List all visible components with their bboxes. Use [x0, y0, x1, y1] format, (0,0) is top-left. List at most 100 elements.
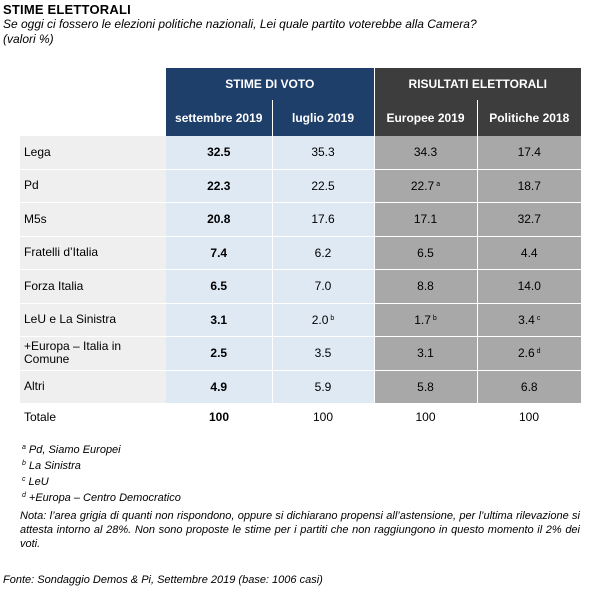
table-row: Pd 22.3 22.5 22.7 a 18.7 — [20, 169, 581, 203]
question-subtitle: Se oggi ci fossero le elezioni politiche… — [3, 17, 477, 31]
table-row: M5s 20.8 17.6 17.1 32.7 — [20, 202, 581, 237]
value-cell: 32.7 — [477, 202, 581, 237]
value-text: 2.5 — [210, 346, 228, 361]
footnote-item: d +Europa – Centro Democratico — [20, 489, 181, 505]
footnote-text: LeU — [28, 476, 49, 488]
value-cell: 4.9 — [166, 370, 273, 404]
value-cell: 2.5 — [166, 336, 273, 371]
value-text: 35.3 — [311, 145, 335, 160]
value-text: 1.7 — [414, 312, 431, 327]
party-label: Pd — [20, 169, 166, 203]
note-text: Nota: l’area grigia di quanti non rispon… — [20, 510, 580, 550]
value-cell: 3.1 — [374, 336, 478, 371]
table-row: Lega 32.5 35.3 34.3 17.4 — [20, 136, 581, 170]
value-text: 3.1 — [210, 312, 228, 327]
value-text: 5.8 — [417, 379, 434, 394]
value-text: 17.1 — [413, 212, 438, 227]
value-cell: 6.8 — [477, 370, 581, 404]
footnote-text: +Europa – Centro Democratico — [28, 492, 181, 504]
value-text: 32.5 — [207, 145, 231, 160]
value-text: 32.7 — [517, 212, 541, 227]
value-text: 7.4 — [210, 245, 228, 260]
value-text: 18.7 — [517, 178, 541, 193]
footnote-item: c LeU — [20, 473, 181, 489]
footnote-item: a Pd, Siamo Europei — [20, 441, 181, 457]
value-cell: 17.6 — [272, 202, 375, 237]
column-header: luglio 2019 — [272, 100, 375, 136]
value-cell: 6.5 — [166, 269, 273, 304]
value-cell: 3.4 c — [477, 303, 581, 337]
value-text: 17.6 — [311, 212, 335, 227]
footnote-mark: c — [22, 476, 26, 483]
value-text: 3.1 — [417, 346, 434, 361]
value-text: 6.2 — [314, 245, 332, 260]
value-text: 22.3 — [207, 178, 231, 193]
value-cell: 17.4 — [477, 136, 581, 170]
footnote-mark: d — [536, 348, 541, 356]
value-text: 17.4 — [517, 145, 541, 160]
value-cell: 3.5 — [272, 336, 375, 371]
footnote-mark: c — [536, 314, 541, 322]
value-text: 2.6 — [517, 346, 535, 361]
value-cell: 5.8 — [374, 370, 478, 404]
footnote-mark: b — [330, 314, 335, 322]
value-cell: 17.1 — [374, 202, 478, 237]
footnote-mark: d — [22, 492, 26, 499]
column-header: Politiche 2018 — [476, 100, 581, 136]
value-cell: 32.5 — [166, 136, 273, 170]
value-text: 8.8 — [417, 279, 434, 294]
value-cell: 22.7 a — [374, 169, 478, 203]
party-label: Fratelli d’Italia — [20, 236, 166, 270]
column-header: settembre 2019 — [166, 100, 273, 136]
header-blank-cell — [20, 100, 166, 136]
value-cell: 35.3 — [272, 136, 375, 170]
value-cell: 22.3 — [166, 169, 273, 203]
footnotes: a Pd, Siamo Europei b La Sinistra c LeU d +Euro… — [20, 441, 181, 505]
total-value: 100 — [272, 403, 374, 430]
value-text: 4.4 — [520, 245, 538, 260]
party-label: Altri — [20, 370, 166, 404]
value-cell: 14.0 — [477, 269, 581, 304]
party-label: Forza Italia — [20, 269, 166, 304]
value-text: 4.9 — [210, 379, 228, 394]
party-label: +Europa – Italia in Comune — [20, 336, 166, 371]
footnote-text: Pd, Siamo Europei — [28, 444, 121, 456]
header-blank-cell — [20, 68, 166, 100]
value-cell: 2.0 b — [272, 303, 375, 337]
footnote-mark: a — [22, 444, 26, 451]
value-text: 6.5 — [417, 245, 434, 260]
table-row: Forza Italia 6.5 7.0 8.8 14.0 — [20, 269, 581, 304]
value-cell: 22.5 — [272, 169, 375, 203]
table-row: Altri 4.9 5.9 5.8 6.8 — [20, 370, 581, 404]
value-text: 22.7 — [410, 178, 435, 193]
footnote-text: La Sinistra — [28, 460, 81, 472]
total-value: 100 — [477, 403, 581, 430]
total-value: 100 — [374, 403, 477, 430]
group-header-estimates: STIME DI VOTO — [166, 68, 375, 100]
results-table: STIME DI VOTO RISULTATI ELETTORALI sette… — [20, 68, 581, 430]
total-value: 100 — [166, 403, 272, 430]
value-text: 7.0 — [314, 279, 332, 294]
table-row: Fratelli d’Italia 7.4 6.2 6.5 4.4 — [20, 236, 581, 270]
value-text: 14.0 — [517, 279, 541, 294]
footnote-mark: b — [432, 314, 437, 322]
value-text: 3.4 — [518, 312, 535, 327]
value-text: 6.8 — [520, 379, 538, 394]
total-row: Totale 100 100 100 100 — [20, 403, 581, 430]
value-cell: 3.1 — [166, 303, 273, 337]
value-cell: 20.8 — [166, 202, 273, 237]
table-row: +Europa – Italia in Comune 2.5 3.5 3.1 2.6 d — [20, 336, 581, 371]
value-text: 6.5 — [210, 279, 228, 294]
footnote-mark: a — [436, 180, 441, 188]
value-cell: 7.0 — [272, 269, 375, 304]
value-cell: 7.4 — [166, 236, 273, 270]
page-title: STIME ELETTORALI — [3, 2, 131, 17]
total-label: Totale — [20, 403, 166, 430]
footnote-mark: b — [22, 460, 26, 467]
value-cell: 1.7 b — [374, 303, 478, 337]
value-cell: 8.8 — [374, 269, 478, 304]
column-header: Europee 2019 — [373, 100, 477, 136]
value-text: 2.0 — [311, 312, 329, 327]
value-text: 20.8 — [207, 212, 231, 227]
value-text: 5.9 — [314, 379, 332, 394]
